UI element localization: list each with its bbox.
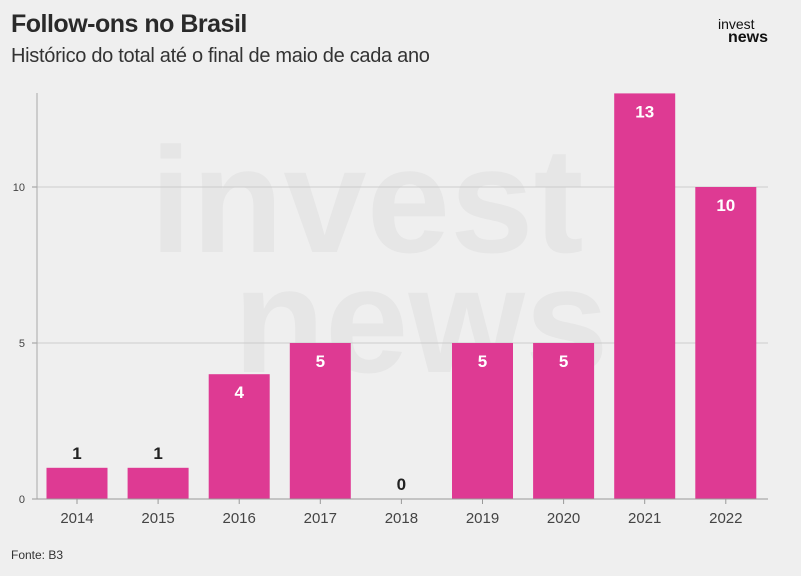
logo-line1: invest	[718, 16, 755, 32]
x-tick-label: 2015	[141, 510, 174, 527]
data-label: 5	[559, 352, 568, 371]
x-tick-label: 2018	[385, 510, 418, 527]
bar-2016	[208, 374, 270, 499]
bar-2022	[695, 187, 757, 499]
data-label: 10	[716, 196, 735, 215]
data-label: 1	[72, 444, 81, 463]
bar-2019	[452, 343, 513, 499]
bar-2014	[46, 467, 108, 499]
data-label: 5	[478, 352, 487, 371]
x-tick-label: 2017	[304, 510, 337, 527]
logo-line2: news	[728, 29, 769, 46]
bar-2015	[127, 467, 189, 499]
bar-2020	[533, 343, 595, 499]
bar-2017	[289, 343, 351, 499]
x-tick-label: 2014	[60, 510, 93, 527]
data-label: 0	[397, 475, 406, 494]
data-label: 4	[234, 383, 244, 402]
x-tick-label: 2022	[709, 510, 742, 527]
data-label: 1	[153, 444, 162, 463]
bar-2021	[614, 93, 676, 500]
x-tick-label: 2021	[628, 510, 661, 527]
source-note: Fonte: B3	[11, 548, 64, 562]
y-tick-label: 5	[19, 338, 25, 350]
x-tick-label: 2016	[223, 510, 256, 527]
chart-title: Follow-ons no Brasil	[11, 10, 247, 38]
x-tick-label: 2019	[466, 510, 499, 527]
data-label: 13	[635, 102, 654, 121]
data-label: 5	[316, 352, 325, 371]
chart-subtitle: Histórico do total até o final de maio d…	[11, 45, 430, 67]
x-tick-label: 2020	[547, 510, 580, 527]
y-tick-label: 10	[13, 182, 25, 194]
investnews-logo: invest news	[718, 16, 769, 46]
y-tick-label: 0	[19, 494, 25, 506]
